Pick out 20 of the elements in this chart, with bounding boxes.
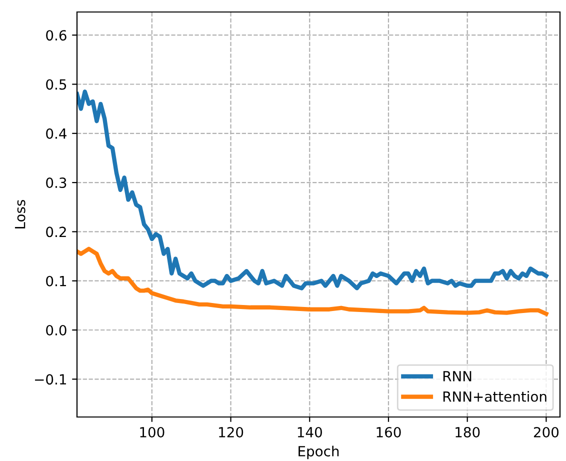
x-tick-label: 200 (534, 426, 559, 438)
line-series (77, 90, 548, 290)
y-axis-title: Loss (14, 200, 26, 228)
y-tick-label: 0.3 (46, 178, 66, 188)
x-tick-label: 160 (376, 426, 401, 438)
y-tick-label: 0.1 (46, 276, 66, 286)
y-tick-label: 0.6 (46, 30, 66, 41)
x-tick-label: 100 (140, 426, 164, 438)
x-axis-title: Epoch (298, 446, 339, 460)
legend-label: RNN+attention (443, 391, 546, 402)
y-tick-label: 0.4 (46, 128, 66, 139)
y-tick-label: 0.2 (46, 226, 66, 238)
y-tick-label: 0.0 (46, 324, 66, 336)
y-tick-label: −0.1 (35, 374, 66, 385)
x-tick-label: 180 (456, 426, 480, 438)
y-tick-label: 0.5 (46, 79, 66, 90)
legend-label: RNN (443, 371, 472, 382)
line-series (77, 246, 548, 316)
x-tick-label: 140 (298, 426, 322, 438)
x-tick-label: 120 (219, 426, 244, 438)
